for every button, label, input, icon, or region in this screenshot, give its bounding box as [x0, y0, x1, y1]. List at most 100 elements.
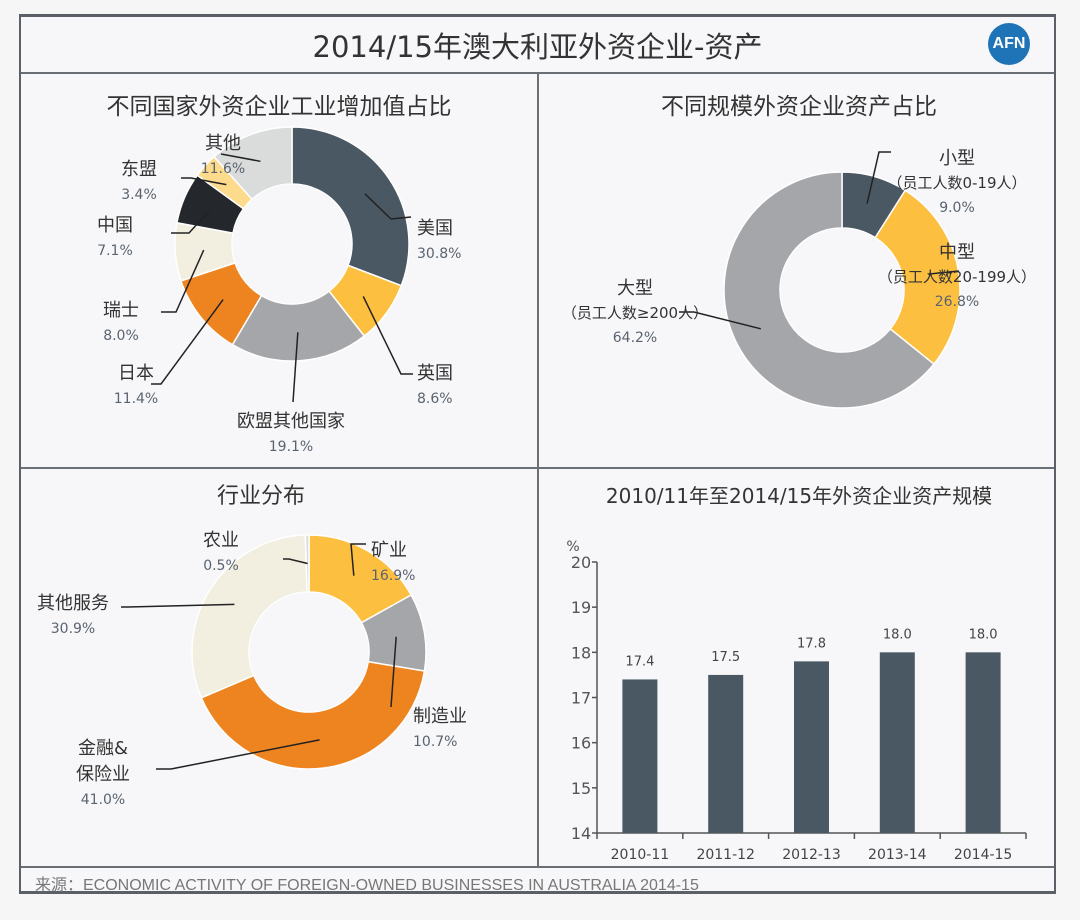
slice-value: 10.7%	[413, 734, 457, 750]
leader-line	[390, 636, 397, 708]
bar	[965, 652, 1001, 833]
slice-value: 3.4%	[121, 187, 157, 203]
leader-line	[679, 311, 761, 330]
leader-line	[161, 249, 205, 313]
slice-value: 19.1%	[269, 439, 313, 455]
slice-0	[291, 126, 410, 287]
leader-line	[171, 208, 212, 234]
slice-sublabel: （员工人数0-19人）	[887, 174, 1026, 192]
slices	[174, 126, 410, 362]
slice-label: 瑞士	[103, 300, 139, 321]
slice-value: 7.1%	[97, 243, 133, 259]
leader-line	[350, 543, 366, 576]
slice-value: 16.9%	[371, 568, 415, 584]
slice-label: 东盟	[121, 159, 157, 180]
slice-1	[874, 189, 961, 366]
slice-value: 30.9%	[51, 621, 95, 637]
footer-divider	[21, 866, 1054, 868]
slice-label: 制造业	[413, 706, 467, 727]
afn-logo: AFN	[988, 23, 1030, 65]
leader-line	[181, 177, 227, 186]
slice-sublabel: （员工人数20-199人）	[878, 268, 1036, 286]
slice-value: 9.0%	[939, 200, 975, 216]
chart-title: 不同国家外资企业工业增加值占比	[107, 94, 452, 120]
slice-label: 日本	[118, 363, 154, 384]
x-tick-label: 2012-13	[782, 847, 841, 863]
vertical-divider	[537, 72, 539, 867]
leader-line	[292, 332, 299, 403]
slice-label: 农业	[203, 530, 239, 551]
bar-value-label: 18.0	[969, 627, 998, 642]
y-tick-label: 19	[571, 598, 591, 617]
bar-value-label: 17.5	[711, 650, 740, 665]
leader-line	[866, 151, 891, 204]
x-tick-label: 2013-14	[868, 847, 927, 863]
leader-line	[121, 603, 235, 608]
slice-7	[213, 126, 293, 201]
slice-value: 11.4%	[114, 391, 158, 407]
slice-label: 矿业	[371, 540, 407, 561]
chart-asset-scale: 2010/11年至2014/15年外资企业资产规模 % 14 15 16 17 18 19 2…	[566, 484, 1027, 863]
slice-value: 30.8%	[417, 246, 461, 262]
slice-label: 小型	[939, 148, 975, 169]
slice-2	[723, 171, 935, 409]
y-tick-label: 15	[571, 779, 591, 798]
bar-value-label: 17.8	[797, 636, 826, 651]
slice-label: 欧盟其他国家	[237, 411, 345, 432]
slice-label: 大型	[617, 278, 653, 299]
donut-hole	[232, 184, 352, 304]
slices	[723, 171, 961, 409]
slice-value: 8.6%	[417, 391, 453, 407]
horizontal-divider	[21, 467, 1054, 469]
donut-hole	[780, 228, 904, 352]
slice-label: 其他服务	[37, 593, 109, 614]
infographic-frame: 2014/15年澳大利亚外资企业-资产 AFN 来源：ECONOMIC ACTI…	[19, 14, 1056, 894]
chart-by-country: 不同国家外资企业工业增加值占比 美国 30.8% 英国 8.6% 欧盟其他国家 19.1%…	[97, 94, 461, 455]
bar-value-label: 17.4	[625, 654, 654, 669]
slice-value: 11.6%	[201, 161, 245, 177]
bar	[622, 679, 658, 833]
x-tick-label: 2014-15	[954, 847, 1013, 863]
donut-hole	[249, 592, 369, 712]
y-axis-unit: %	[566, 539, 579, 555]
slices	[191, 534, 427, 770]
labels: 美国 30.8% 英国 8.6% 欧盟其他国家 19.1% 日本 11.4% 瑞士 8.0% 中国 7…	[97, 133, 461, 455]
slice-value: 26.8%	[935, 294, 979, 310]
x-tick-label: 2010-11	[611, 847, 670, 863]
slice-label: 中国	[97, 215, 133, 236]
bar	[708, 674, 744, 833]
leader-line	[220, 153, 261, 163]
slice-3	[191, 534, 308, 699]
slice-value: 64.2%	[613, 330, 657, 346]
header: 2014/15年澳大利亚外资企业-资产 AFN	[21, 17, 1054, 74]
slice-label: 美国	[417, 218, 453, 239]
chart-by-size: 不同规模外资企业资产占比 小型 （员工人数0-19人） 9.0% 中型 （员工人数20-…	[562, 94, 1036, 409]
slice-label: 金融&	[78, 738, 128, 759]
slice-value: 0.5%	[203, 558, 239, 574]
labels: 小型 （员工人数0-19人） 9.0% 中型 （员工人数20-199人） 26.8% 大型 （…	[562, 148, 1036, 346]
chart-by-industry: 行业分布 矿业 16.9% 制造业 10.7% 金融&保险业 41.0% 其他服务 30.9%…	[37, 484, 467, 808]
x-tick-label: 2011-12	[696, 847, 755, 863]
slice-label: 中型	[939, 242, 975, 263]
slice-value: 41.0%	[81, 792, 125, 808]
bar-value-label: 18.0	[883, 627, 912, 642]
source-note: 来源：ECONOMIC ACTIVITY OF FOREIGN-OWNED BU…	[35, 877, 699, 894]
slice-sublabel: （员工人数≥200人）	[562, 304, 708, 322]
y-tick-label: 14	[571, 824, 591, 843]
y-tick-label: 18	[571, 643, 591, 662]
leader-line	[151, 299, 224, 385]
bar	[794, 661, 829, 833]
slice-label: 保险业	[76, 764, 130, 785]
y-tick-label: 16	[571, 734, 591, 753]
page-title: 2014/15年澳大利亚外资企业-资产	[312, 29, 763, 64]
bars: 17.4 2010-11 17.5 2011-12 17.8 2012-13 18.0 201…	[611, 627, 1013, 863]
slice-2	[200, 660, 426, 770]
leader-line	[156, 739, 320, 770]
slice-value: 8.0%	[103, 328, 139, 344]
y-tick-label: 20	[571, 553, 591, 572]
slice-label: 其他	[205, 133, 241, 154]
labels: 矿业 16.9% 制造业 10.7% 金融&保险业 41.0% 其他服务 30.9% 农业 0.5…	[37, 530, 467, 808]
bar	[879, 652, 915, 833]
chart-title: 行业分布	[217, 484, 305, 509]
chart-title: 2010/11年至2014/15年外资企业资产规模	[606, 484, 992, 508]
